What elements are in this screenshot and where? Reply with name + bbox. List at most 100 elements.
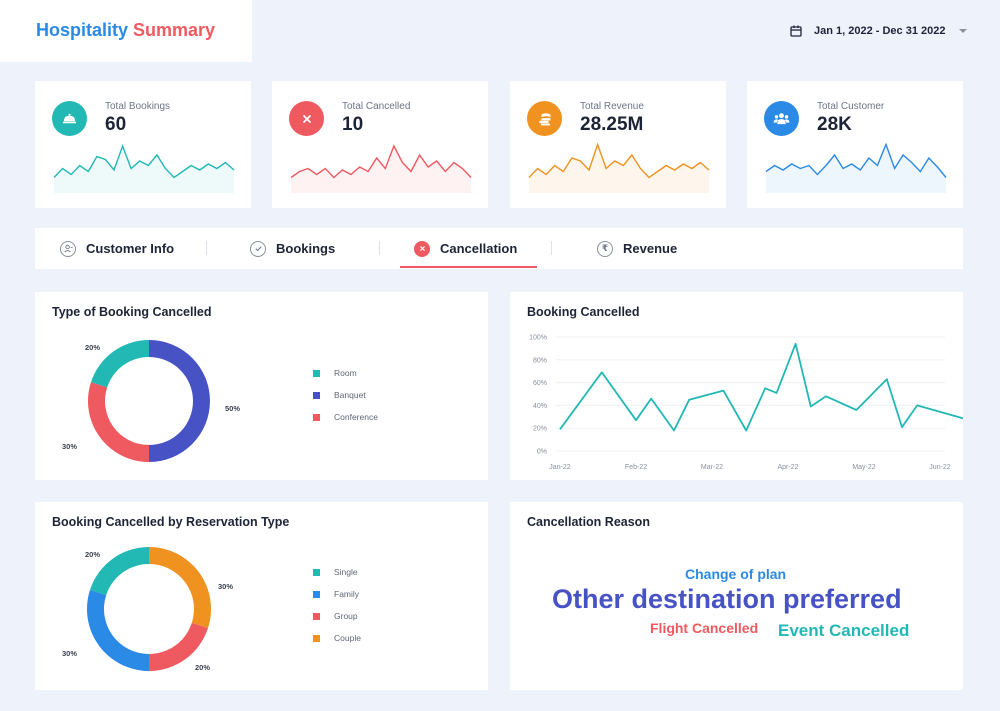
kpi-label: Total Revenue [580, 101, 644, 112]
legend-label: Conference [334, 412, 378, 422]
reservation-type-slice-single[interactable] [90, 547, 149, 596]
tab-divider [551, 241, 552, 255]
page-title-part2: Summary [133, 20, 216, 40]
legend-swatch [313, 413, 320, 421]
tab-bookings[interactable]: Bookings [250, 228, 335, 269]
data-point[interactable] [600, 370, 604, 374]
data-point[interactable] [900, 425, 904, 429]
data-point[interactable] [721, 389, 725, 393]
slice-label-family: 30% [62, 649, 78, 658]
x-tick-label: Apr-22 [777, 464, 798, 471]
data-point[interactable] [687, 398, 691, 402]
data-point[interactable] [794, 342, 798, 346]
booking-cancelled-line-chart: 0% 20% 40% 60% 80% 100% Jan-22 Feb-22 Mar-22 Apr-… [529, 335, 963, 471]
tab-divider [379, 241, 380, 255]
data-point[interactable] [809, 405, 813, 409]
type-cancelled-legend-item-room[interactable]: Room [313, 362, 378, 384]
y-tick-label: 20% [533, 426, 547, 433]
tab-cancellation-label: Cancellation [440, 241, 518, 256]
type-cancelled-slice-banquet[interactable] [149, 340, 210, 462]
date-range-picker[interactable]: Jan 1, 2022 - Dec 31 2022 [790, 22, 968, 40]
tab-divider [206, 241, 207, 255]
x-tick-label: May-22 [852, 464, 875, 471]
reservation-type-slice-couple[interactable] [149, 547, 211, 629]
slice-label-single: 20% [85, 550, 101, 559]
word-cloud-item: Flight Cancelled [650, 620, 759, 636]
kpi-sparkline [765, 142, 947, 193]
kpi-value: 10 [342, 114, 364, 135]
data-point[interactable] [634, 418, 638, 422]
caret-down-icon[interactable] [959, 28, 968, 34]
x-tick-label: Jan-22 [549, 464, 571, 471]
data-point[interactable] [649, 397, 653, 401]
data-point[interactable] [744, 429, 748, 433]
reservation-type-slice-group[interactable] [149, 622, 208, 671]
slice-label-banquet: 50% [225, 404, 241, 413]
legend-label: Family [334, 589, 360, 599]
reservation-type-legend-item-couple[interactable]: Couple [313, 627, 361, 649]
legend-label: Banquet [334, 390, 366, 400]
type-cancelled-slice-room[interactable] [90, 340, 149, 388]
total-cancelled-card: Total Cancelled 10 [272, 81, 488, 208]
header-bar: Hospitality Summary Jan 1, 2022 - Dec 31 … [0, 0, 1000, 62]
legend-label: Group [334, 611, 358, 621]
kpi-label: Total Bookings [105, 101, 171, 112]
reservation-type-legend: Single Family Group Couple [313, 561, 361, 649]
y-tick-label: 80% [533, 357, 547, 364]
date-range-text: Jan 1, 2022 - Dec 31 2022 [814, 25, 946, 37]
kpi-sparkline [53, 143, 235, 193]
reservation-type-donut-chart [87, 547, 211, 671]
tab-revenue[interactable]: ₹ Revenue [597, 228, 677, 269]
type-cancelled-legend-item-conference[interactable]: Conference [313, 406, 378, 428]
word-cloud-item: Event Cancelled [778, 621, 910, 640]
data-point[interactable] [854, 408, 858, 412]
title-box: Hospitality Summary [0, 0, 252, 62]
reservation-type-legend-item-single[interactable]: Single [313, 561, 361, 583]
kpi-label: Total Cancelled [342, 101, 411, 112]
total-customer-card: Total Customer 28K [747, 81, 963, 208]
kpi-sparkline [528, 142, 710, 193]
page-title-part1: Hospitality [36, 20, 129, 40]
sparkline-line [290, 144, 472, 179]
total-revenue-card: Total Revenue 28.25M [510, 81, 726, 208]
data-point[interactable] [885, 377, 889, 381]
type-cancelled-panel: Type of Booking Cancelled 20% 50% 30% Ro… [35, 292, 488, 480]
sparkline-area [291, 146, 471, 193]
type-cancelled-slice-conference[interactable] [88, 382, 149, 462]
section-tabs: Customer Info Bookings Cancellation ₹ Re… [35, 228, 963, 269]
data-point[interactable] [763, 386, 767, 390]
data-point[interactable] [775, 391, 779, 395]
kpi-value: 28K [817, 114, 852, 135]
legend-swatch [313, 369, 320, 377]
word-cloud-item: Change of plan [685, 566, 787, 582]
reservation-type-slice-family[interactable] [87, 589, 149, 671]
data-point[interactable] [558, 427, 562, 431]
user-card-icon [60, 240, 76, 257]
reservation-type-legend-item-family[interactable]: Family [313, 583, 361, 605]
y-tick-label: 40% [533, 403, 547, 410]
panel-title: Booking Cancelled [527, 305, 640, 319]
reservation-type-legend-item-group[interactable]: Group [313, 605, 361, 627]
type-cancelled-legend: Room Banquet Conference [313, 362, 378, 428]
users-icon [764, 101, 799, 136]
type-cancelled-donut-chart [88, 340, 210, 462]
slice-label-couple: 30% [218, 582, 234, 591]
slice-label-conference: 30% [62, 442, 78, 451]
data-point[interactable] [672, 429, 676, 433]
tab-customer-info[interactable]: Customer Info [60, 228, 174, 269]
data-point[interactable] [915, 403, 919, 407]
check-circle-icon [250, 240, 266, 257]
tab-revenue-label: Revenue [623, 241, 678, 256]
kpi-value: 28.25M [580, 114, 644, 135]
tab-bookings-label: Bookings [276, 241, 336, 256]
data-point[interactable] [824, 394, 828, 398]
sparkline-area [54, 146, 234, 193]
sparkline-line [53, 143, 235, 179]
legend-swatch [313, 612, 320, 620]
x-tick-label: Mar-22 [701, 464, 723, 471]
type-cancelled-legend-item-banquet[interactable]: Banquet [313, 384, 378, 406]
tab-customer-info-label: Customer Info [86, 241, 175, 256]
tab-cancellation[interactable]: Cancellation [414, 228, 517, 269]
close-circle-icon [414, 240, 430, 257]
bell-icon [52, 101, 87, 136]
